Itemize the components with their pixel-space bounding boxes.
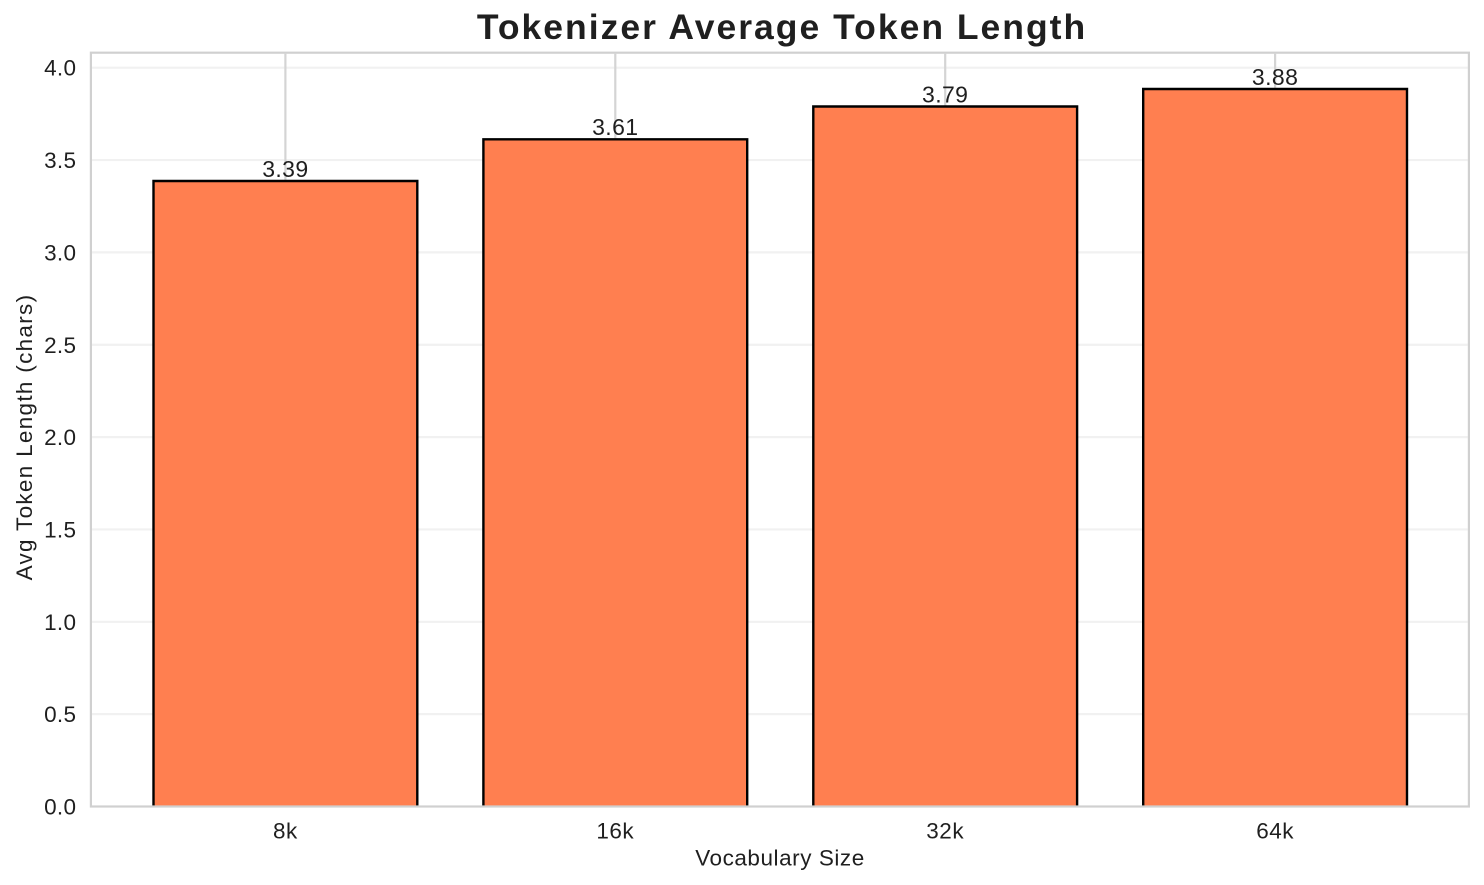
svg-text:2.0: 2.0 [44, 425, 76, 450]
svg-text:2.5: 2.5 [44, 333, 76, 358]
svg-text:3.79: 3.79 [922, 81, 968, 107]
svg-text:16k: 16k [596, 819, 634, 844]
svg-text:3.5: 3.5 [44, 148, 76, 173]
svg-text:0.5: 0.5 [44, 702, 76, 727]
svg-text:Avg Token Length (chars): Avg Token Length (chars) [12, 294, 37, 581]
svg-text:3.0: 3.0 [44, 240, 76, 265]
svg-text:32k: 32k [926, 819, 964, 844]
svg-text:0.0: 0.0 [44, 795, 76, 820]
svg-text:Tokenizer Average Token Length: Tokenizer Average Token Length [477, 7, 1087, 47]
svg-text:64k: 64k [1256, 819, 1294, 844]
svg-text:1.0: 1.0 [44, 610, 76, 635]
svg-text:Vocabulary Size: Vocabulary Size [695, 846, 865, 871]
svg-text:3.61: 3.61 [592, 114, 638, 140]
svg-text:3.88: 3.88 [1252, 64, 1298, 90]
svg-text:8k: 8k [273, 819, 298, 844]
svg-text:1.5: 1.5 [44, 517, 76, 542]
svg-text:3.39: 3.39 [262, 156, 308, 182]
svg-text:4.0: 4.0 [44, 56, 76, 81]
